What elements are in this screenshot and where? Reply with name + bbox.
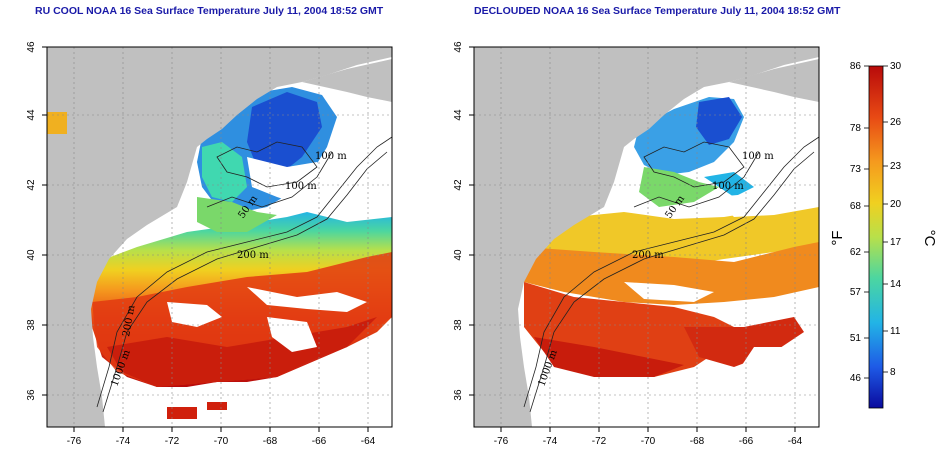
left-map-frame: [46, 46, 393, 428]
fahrenheit-tick-label: 62: [850, 247, 862, 258]
lat-tick-label: 40: [453, 249, 464, 261]
left-map-title: RU COOL NOAA 16 Sea Surface Temperature …: [35, 5, 384, 17]
celsius-tick-label: 11: [890, 326, 901, 337]
celsius-tick-label: 8: [890, 367, 896, 378]
lon-tick-label: -64: [361, 436, 376, 447]
bathymetry-contours: [523, 136, 819, 413]
warm-water-region: [524, 242, 819, 305]
celsius-tick-label: 26: [890, 117, 902, 128]
lat-tick-label: 38: [453, 319, 464, 331]
lon-tick-label: -76: [67, 436, 82, 447]
right-map-frame: [473, 46, 820, 428]
fahrenheit-tick-label: 73: [850, 164, 862, 175]
celsius-tick-label: 23: [890, 161, 902, 172]
contour-label-100m-b: 100 m: [285, 181, 317, 192]
bathymetry-contours: [96, 136, 392, 413]
lon-tick-label: -76: [494, 436, 509, 447]
colorbar-gradient: [868, 65, 884, 409]
lat-tick-label: 42: [26, 179, 37, 191]
left-map-panel: 100 m 100 m 50 m 200 m 200 m 1000 m: [46, 46, 393, 428]
celsius-unit-label: °C: [921, 230, 938, 247]
land-mass: [474, 47, 819, 427]
lon-tick-label: -70: [641, 436, 656, 447]
contour-label-100m-a: 100 m: [315, 151, 347, 162]
celsius-tick-label: 30: [890, 61, 902, 72]
left-map-axes: -76 -74 -72 -70 -68 -66 -64 46 44 42 40 38 36: [26, 41, 376, 447]
lon-tick-label: -64: [788, 436, 803, 447]
contour-label-100m-b: 100 m: [712, 181, 744, 192]
lon-tick-label: -74: [116, 436, 131, 447]
lat-tick-label: 44: [26, 109, 37, 121]
fahrenheit-tick-label: 51: [850, 333, 862, 344]
lat-tick-label: 46: [26, 41, 37, 53]
lon-tick-label: -74: [543, 436, 558, 447]
lon-tick-label: -68: [263, 436, 278, 447]
fahrenheit-tick-label: 57: [850, 287, 862, 298]
contour-label-200m: 200 m: [632, 250, 664, 261]
lat-tick-label: 36: [26, 389, 37, 401]
lat-tick-label: 44: [453, 109, 464, 121]
fahrenheit-unit-label: °F: [829, 230, 846, 245]
lon-tick-label: -66: [312, 436, 327, 447]
lat-tick-label: 46: [453, 41, 464, 53]
contour-label-200m: 200 m: [237, 250, 269, 261]
celsius-tick-label: 14: [890, 279, 902, 290]
lon-tick-label: -72: [592, 436, 607, 447]
right-map-axes: -76 -74 -72 -70 -68 -66 -64 46 44 42 40 38 36: [453, 41, 803, 447]
lat-tick-label: 40: [26, 249, 37, 261]
fahrenheit-tick-label: 86: [850, 61, 862, 72]
lon-tick-label: -66: [739, 436, 754, 447]
celsius-tick-label: 20: [890, 199, 902, 210]
fahrenheit-tick-label: 68: [850, 201, 862, 212]
lon-tick-label: -70: [214, 436, 229, 447]
celsius-tick-label: 17: [890, 237, 902, 248]
lon-tick-label: -68: [690, 436, 705, 447]
fahrenheit-tick-label: 46: [850, 373, 862, 384]
contour-label-100m-a: 100 m: [742, 151, 774, 162]
lat-tick-label: 38: [26, 319, 37, 331]
fahrenheit-tick-label: 78: [850, 123, 862, 134]
colorbar: 86 78 73 68 62 57 51 46 30 26 23 20 17 14 11 8 °F °C: [829, 61, 938, 409]
right-map-panel: 100 m 100 m 50 m 200 m 1000 m: [473, 46, 820, 428]
lat-tick-label: 36: [453, 389, 464, 401]
lon-tick-label: -72: [165, 436, 180, 447]
right-map-title: DECLOUDED NOAA 16 Sea Surface Temperatur…: [474, 5, 841, 17]
lat-tick-label: 42: [453, 179, 464, 191]
land-mass: [47, 47, 392, 427]
